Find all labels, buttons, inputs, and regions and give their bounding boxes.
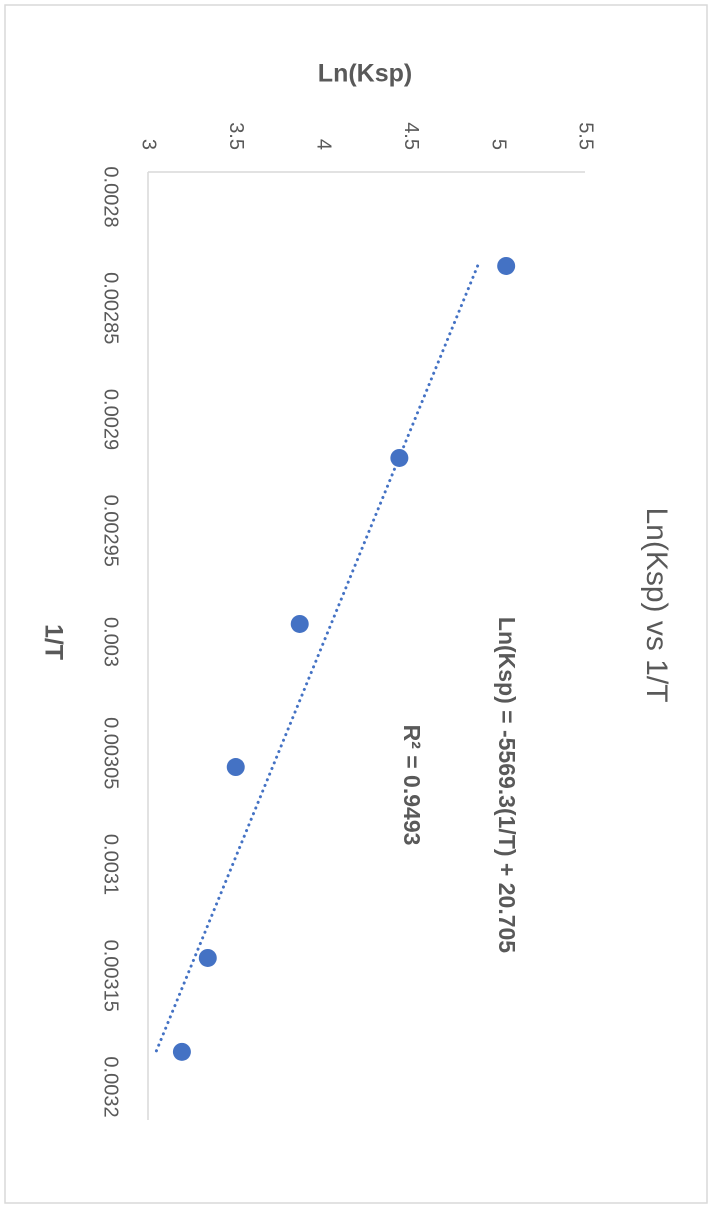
x-tick-label: 0.00295: [100, 495, 122, 567]
x-tick-label: 0.00285: [100, 272, 122, 344]
data-point: [172, 1042, 191, 1061]
x-tick-label: 0.00315: [100, 940, 122, 1012]
x-tick-label: 0.003: [100, 617, 122, 667]
y-axis-title: Ln(Ksp): [318, 60, 412, 88]
rotated-chart: Ln(Ksp) vs 1/T 1/T Ln(Ksp) Ln(Ksp) = -55…: [39, 60, 673, 1120]
data-point: [290, 614, 309, 633]
data-point: [497, 256, 516, 275]
trendline-equation: Ln(Ksp) = -5569.3(1/T) + 20.705: [494, 617, 520, 953]
y-tick-label: 5.5: [575, 122, 597, 150]
chart-border: [4, 4, 708, 1204]
x-axis-title: 1/T: [39, 624, 67, 660]
chart-title: Ln(Ksp) vs 1/T: [640, 507, 673, 702]
x-tick-label: 0.0029: [100, 389, 122, 450]
y-tick-label: 3.5: [225, 122, 247, 150]
data-point: [226, 758, 245, 777]
y-tick-label: 5: [487, 139, 509, 150]
data-point: [198, 948, 217, 967]
trendline: [154, 264, 480, 1054]
x-tick-label: 0.0028: [100, 166, 122, 227]
x-tick-label: 0.0031: [100, 834, 122, 895]
y-tick-label: 3: [138, 139, 160, 150]
r-squared: R² = 0.9493: [399, 725, 425, 846]
y-tick-label: 4: [313, 139, 335, 150]
x-tick-label: 0.00305: [100, 717, 122, 789]
x-tick-label: 0.0032: [100, 1056, 122, 1117]
y-tick-label: 4.5: [400, 122, 422, 150]
data-point: [390, 448, 409, 467]
